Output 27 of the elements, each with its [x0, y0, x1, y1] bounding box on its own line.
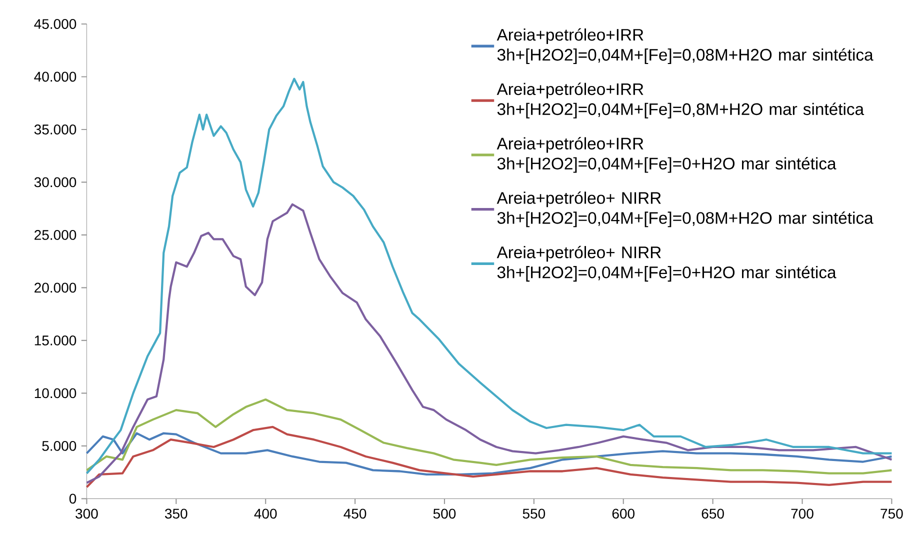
x-tick-label: 400 — [254, 508, 277, 519]
legend-label: Areia+petróleo+IRR 3h+[H2O2]=0,04M+[Fe]=0,08M+H2O mar sintética — [496, 28, 874, 64]
y-tick-label: 0 — [69, 494, 76, 504]
x-tick-label: 700 — [791, 508, 814, 519]
x-tick-label: 350 — [165, 508, 188, 519]
y-tick-label: 30.000 — [34, 177, 76, 188]
x-tick-label: 600 — [612, 508, 634, 519]
y-tick-label: 10.000 — [34, 388, 76, 398]
line-series — [86, 432, 893, 476]
legend-label: Areia+petróleo+ NIRR 3h+[H2O2]=0,04M+[Fe]=0,08M+H2O mar sintética — [496, 191, 874, 228]
y-tick-label: 25.000 — [34, 230, 76, 240]
legend-label: Areia+petróleo+IRR 3h+[H2O2]=0,04M+[Fe]=0,8M+H2O mar sintética — [496, 82, 864, 118]
line-series — [86, 398, 893, 474]
x-tick-label: 750 — [880, 508, 903, 519]
legend-label: Areia+petróleo+IRR 3h+[H2O2]=0,04M+[Fe]=0+H2O mar sintética — [496, 137, 836, 173]
y-tick-label: 45.000 — [34, 19, 76, 29]
x-tick-label: 450 — [344, 508, 366, 519]
y-tick-label: 20.000 — [34, 282, 76, 293]
y-tick-label: 40.000 — [34, 72, 76, 82]
y-tick-label: 5.000 — [42, 440, 76, 451]
x-tick-label: 650 — [702, 508, 724, 519]
y-tick-label: 35.000 — [34, 124, 76, 134]
legend-label: Areia+petróleo+ NIRR 3h+[H2O2]=0,04M+[Fe]=0+H2O mar sintética — [496, 246, 836, 282]
x-tick-label: 300 — [76, 508, 98, 519]
y-tick-label: 15.000 — [34, 336, 76, 346]
x-tick-label: 500 — [433, 508, 456, 519]
x-tick-label: 550 — [522, 508, 546, 519]
